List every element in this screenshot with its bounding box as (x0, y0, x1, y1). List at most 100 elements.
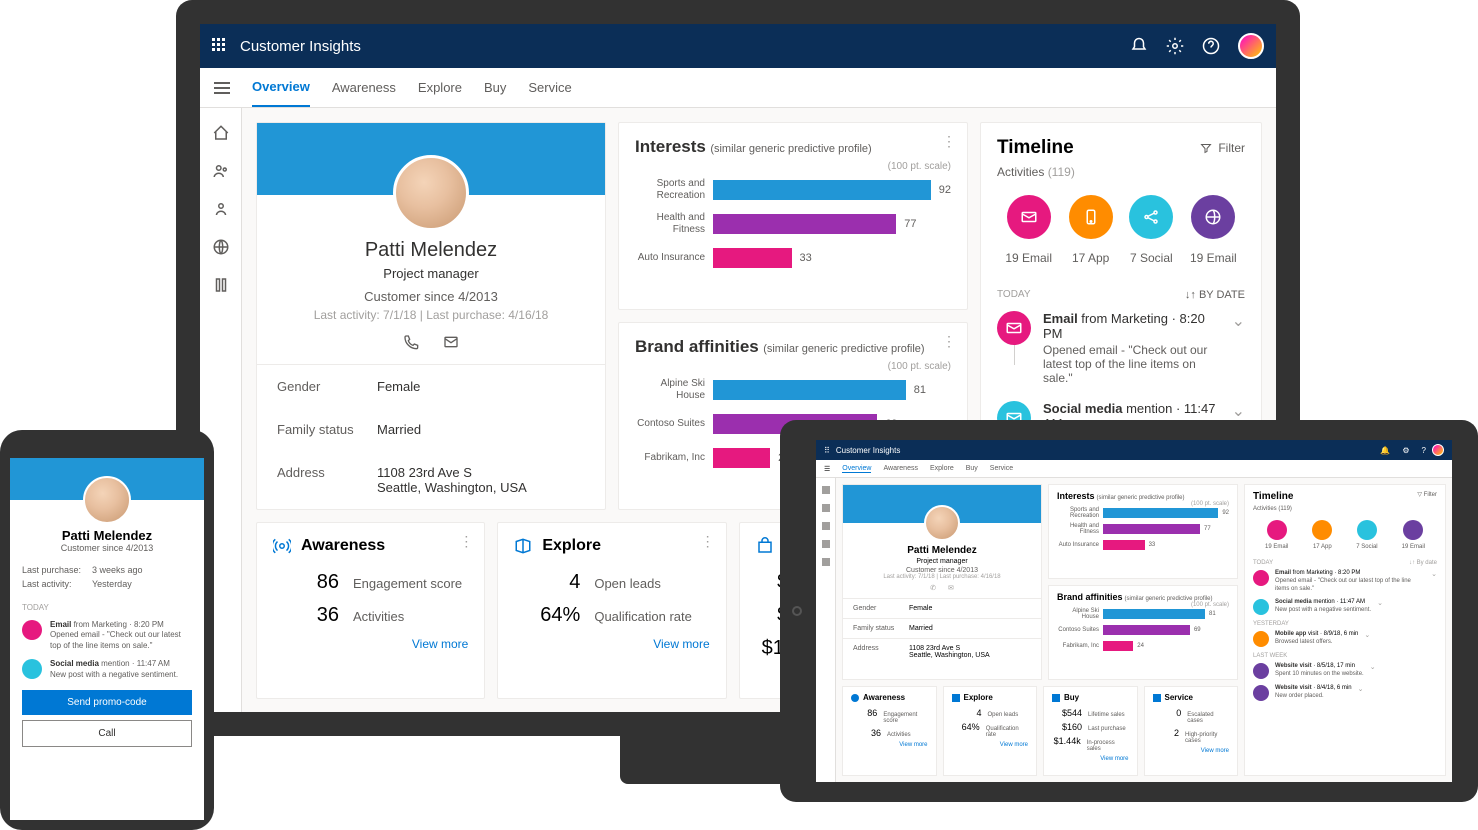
explore-card: ⋮ Explore 4Open leads64%Qualification ra… (497, 522, 726, 699)
home-icon[interactable] (212, 124, 230, 142)
t-brands: Brand affinities (similar generic predic… (1048, 585, 1238, 680)
tablet-frame: ⠿ Customer Insights 🔔⚙? ☰ Overview Aware… (780, 420, 1478, 802)
t-service: Service 0Escalated cases2High-priority c… (1144, 686, 1239, 776)
activities-label: Activities (997, 165, 1044, 179)
tab-service[interactable]: Service (528, 69, 571, 106)
filter-icon (1200, 142, 1212, 154)
view-more-link[interactable]: View more (273, 637, 468, 651)
card-menu-icon[interactable]: ⋮ (942, 333, 957, 350)
activity-icon[interactable]: 19 Email (1190, 195, 1237, 265)
card-menu-icon[interactable]: ⋮ (942, 133, 957, 150)
app-header: Customer Insights (200, 24, 1276, 68)
profile-hero (257, 123, 605, 195)
explore-icon (514, 537, 532, 555)
timeline-item[interactable]: Website visit · 8/4/18, 6 minNew order p… (1253, 685, 1437, 701)
t-profile: Patti Melendez Project manager Customer … (842, 484, 1042, 680)
profile-avatar (393, 155, 469, 231)
bar-row: Health and Fitness 77 (1057, 523, 1229, 535)
hamburger-icon[interactable] (214, 82, 230, 94)
tab-row: Overview Awareness Explore Buy Service (200, 68, 1276, 108)
app-launcher-icon[interactable] (212, 38, 228, 54)
awareness-card: ⋮ Awareness 86Engagement score36Activiti… (256, 522, 485, 699)
interests-title: Interests (635, 137, 706, 156)
activity-icon[interactable]: 17 App (1069, 195, 1113, 265)
activities-count: (119) (1048, 165, 1075, 179)
activity-icon[interactable]: 7 Social (1129, 195, 1173, 265)
bar-row: Auto Insurance 33 (635, 246, 951, 270)
scale-label: (100 pt. scale) (635, 161, 951, 172)
buy-icon (756, 537, 774, 555)
sort-button[interactable]: ↓↑ By date (1185, 289, 1245, 301)
bar-row: Health and Fitness 77 (635, 212, 951, 236)
bar-row: Alpine Ski House 81 (1057, 608, 1229, 620)
timeline-item[interactable]: Social media mention · 11:47 AMNew post … (1253, 599, 1437, 615)
t-buy: Buy $544Lifetime sales$160Last purchase$… (1043, 686, 1138, 776)
metric-row: 64%Qualification rate (514, 604, 709, 627)
tab-overview[interactable]: Overview (252, 68, 310, 107)
filter-button[interactable]: Filter (1200, 141, 1245, 155)
interests-subtitle: (similar generic predictive profile) (710, 143, 871, 155)
t-awareness: Awareness 86Engagement score36Activities… (842, 686, 937, 776)
phone-avatar (83, 476, 131, 524)
metric-row: 36Activities (273, 604, 468, 627)
segment-icon[interactable] (212, 200, 230, 218)
profile-activity: Last activity: 7/1/18 | Last purchase: 4… (257, 308, 605, 322)
phone-today-label: TODAY (10, 599, 204, 616)
bar-row: Sports and Recreation 92 (635, 178, 951, 202)
bar-row: Fabrikam, Inc 24 (1057, 640, 1229, 652)
tab-buy[interactable]: Buy (484, 69, 506, 106)
metric-row: 86Engagement score (273, 571, 468, 594)
t-timeline: ▽ Filter Timeline Activities (119) 19 Em… (1244, 484, 1446, 776)
interests-card: ⋮ Interests (similar generic predictive … (618, 122, 968, 310)
tab-awareness[interactable]: Awareness (332, 69, 396, 106)
tablet-app: ⠿ Customer Insights 🔔⚙? ☰ Overview Aware… (816, 440, 1452, 782)
app-title: Customer Insights (240, 38, 1130, 55)
today-label: TODAY (997, 289, 1031, 301)
phone-app: Patti Melendez Customer since 4/2013 Las… (10, 458, 204, 820)
timeline-title: Timeline (997, 137, 1074, 159)
timeline-item[interactable]: Email from Marketing · 8:20 PM Opened em… (997, 311, 1245, 385)
profile-name: Patti Melendez (257, 239, 605, 262)
detail-address: Address 1108 23rd Ave SSeattle, Washingt… (257, 451, 605, 509)
gear-icon[interactable] (1166, 37, 1184, 55)
view-more-link[interactable]: View more (514, 637, 709, 651)
phone-timeline-item[interactable]: Email from Marketing · 8:20 PMOpened ema… (10, 616, 204, 655)
bar-row: Auto Insurance 33 (1057, 539, 1229, 551)
metric-row: 4Open leads (514, 571, 709, 594)
phone-since: Customer since 4/2013 (20, 543, 194, 553)
globe-icon[interactable] (212, 238, 230, 256)
profile-since: Customer since 4/2013 (257, 289, 605, 304)
profile-card: Patti Melendez Project manager Customer … (256, 122, 606, 510)
bell-icon[interactable] (1130, 37, 1148, 55)
tablet-home-button[interactable] (792, 606, 802, 616)
t-interests: Interests (similar generic predictive pr… (1048, 484, 1238, 579)
card-menu-icon[interactable]: ⋮ (701, 533, 716, 550)
bar-row: Alpine Ski House 81 (635, 378, 951, 402)
user-avatar[interactable] (1238, 33, 1264, 59)
phone-icon[interactable] (403, 334, 419, 350)
brands-title: Brand affinities (635, 337, 759, 356)
t-explore: Explore 4Open leads64%Qualification rate… (943, 686, 1038, 776)
profile-role: Project manager (257, 266, 605, 281)
chevron-down-icon[interactable]: ⌄ (1232, 311, 1245, 385)
card-menu-icon[interactable]: ⋮ (459, 533, 474, 550)
timeline-item[interactable]: Mobile app visit · 8/9/18, 6 minBrowsed … (1253, 631, 1437, 647)
data-icon[interactable] (212, 276, 230, 294)
mail-icon[interactable] (443, 334, 459, 350)
help-icon[interactable] (1202, 37, 1220, 55)
detail-family: Family status Married (257, 408, 605, 451)
scale-label: (100 pt. scale) (635, 361, 951, 372)
timeline-item[interactable]: Website visit · 8/5/18, 17 minSpent 10 m… (1253, 663, 1437, 679)
tab-explore[interactable]: Explore (418, 69, 462, 106)
detail-gender: Gender Female (257, 365, 605, 408)
promo-button[interactable]: Send promo-code (22, 690, 192, 715)
activity-icon[interactable]: 19 Email (1005, 195, 1052, 265)
bar-row: Contoso Suites 69 (1057, 624, 1229, 636)
timeline-item[interactable]: Email from Marketing · 8:20 PMOpened ema… (1253, 570, 1437, 593)
awareness-icon (273, 537, 291, 555)
bar-row: Sports and Recreation 92 (1057, 507, 1229, 519)
phone-name: Patti Melendez (20, 528, 194, 543)
phone-timeline-item[interactable]: Social media mention · 11:47 AMNew post … (10, 655, 204, 684)
call-button[interactable]: Call (22, 720, 192, 747)
people-icon[interactable] (212, 162, 230, 180)
